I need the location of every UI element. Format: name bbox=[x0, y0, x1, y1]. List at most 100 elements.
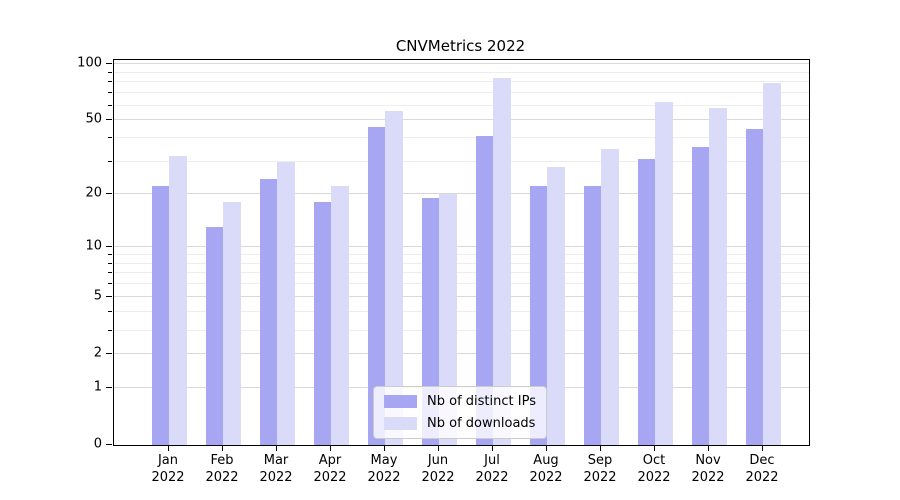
y-axis-minor-tick bbox=[108, 262, 112, 264]
x-axis-tick bbox=[276, 445, 277, 451]
bar-downloads bbox=[493, 78, 511, 445]
y-axis-minor-tick bbox=[108, 160, 112, 162]
gridline-major bbox=[114, 353, 809, 355]
y-axis-minor-tick bbox=[108, 329, 112, 331]
legend-item-distinct-ips: Nb of distinct IPs bbox=[384, 394, 536, 409]
y-tick-label: 50 bbox=[85, 111, 102, 127]
gridline-minor bbox=[114, 104, 809, 106]
gridline-major bbox=[114, 62, 809, 64]
x-tick-year: 2022 bbox=[691, 470, 725, 485]
gridline-minor bbox=[114, 283, 809, 285]
y-axis-minor-tick bbox=[108, 71, 112, 73]
y-axis-tick bbox=[106, 353, 112, 355]
y-axis-minor-tick bbox=[108, 253, 112, 255]
y-tick-label: 2 bbox=[93, 345, 102, 361]
gridline-minor bbox=[114, 160, 809, 162]
y-axis-minor-tick bbox=[108, 311, 112, 313]
x-tick-label: Jul 2022 bbox=[462, 452, 522, 486]
bar-downloads bbox=[655, 101, 673, 445]
y-axis-tick bbox=[106, 119, 112, 121]
bar-downloads bbox=[709, 108, 727, 445]
x-tick-label: May 2022 bbox=[354, 452, 414, 486]
x-tick-year: 2022 bbox=[313, 470, 347, 485]
gridline-minor bbox=[114, 81, 809, 83]
bar-distinct-ips bbox=[367, 127, 385, 445]
x-axis-tick bbox=[654, 445, 655, 451]
x-axis-tick bbox=[384, 445, 385, 451]
plot-area bbox=[113, 59, 810, 446]
legend-label-distinct-ips: Nb of distinct IPs bbox=[427, 394, 536, 409]
gridline-minor bbox=[114, 253, 809, 255]
x-axis-tick bbox=[546, 445, 547, 451]
x-axis-tick bbox=[762, 445, 763, 451]
y-tick-label: 10 bbox=[85, 238, 102, 254]
bar-downloads bbox=[763, 83, 781, 445]
x-axis-tick bbox=[438, 445, 439, 451]
y-axis-minor-tick bbox=[108, 92, 112, 94]
x-tick-month: Apr bbox=[318, 453, 342, 468]
bar-distinct-ips bbox=[691, 146, 709, 445]
x-tick-year: 2022 bbox=[637, 470, 671, 485]
gridline-major bbox=[114, 192, 809, 194]
gridline-minor bbox=[114, 137, 809, 139]
bar-distinct-ips bbox=[637, 158, 655, 445]
x-tick-month: Aug bbox=[533, 453, 559, 468]
x-tick-month: Jul bbox=[484, 453, 500, 468]
bar-downloads bbox=[601, 149, 619, 445]
gridline-minor bbox=[114, 92, 809, 94]
y-tick-label: 0 bbox=[93, 436, 102, 452]
x-tick-year: 2022 bbox=[151, 470, 185, 485]
bar-downloads bbox=[331, 186, 349, 445]
x-axis-tick bbox=[708, 445, 709, 451]
gridline-major bbox=[114, 296, 809, 298]
bar-downloads bbox=[439, 193, 457, 445]
x-tick-label: Jan 2022 bbox=[138, 452, 198, 486]
y-axis-tick bbox=[106, 63, 112, 64]
x-tick-month: Mar bbox=[263, 453, 289, 468]
y-axis-tick bbox=[106, 444, 112, 445]
y-axis-tick bbox=[106, 386, 112, 388]
legend-label-downloads: Nb of downloads bbox=[427, 416, 536, 431]
bar-distinct-ips bbox=[421, 197, 439, 445]
x-tick-year: 2022 bbox=[745, 470, 779, 485]
x-tick-month: Sep bbox=[587, 453, 613, 468]
x-tick-month: Jun bbox=[427, 453, 449, 468]
x-tick-year: 2022 bbox=[475, 470, 509, 485]
x-tick-year: 2022 bbox=[205, 470, 239, 485]
x-tick-label: Feb 2022 bbox=[192, 452, 252, 486]
gridline-minor bbox=[114, 311, 809, 313]
x-tick-month: Nov bbox=[695, 453, 721, 468]
gridline-major bbox=[114, 119, 809, 121]
gridline-minor bbox=[114, 272, 809, 274]
x-axis-tick bbox=[600, 445, 601, 451]
chart-title: CNVMetrics 2022 bbox=[395, 37, 526, 55]
legend-item-downloads: Nb of downloads bbox=[384, 416, 536, 431]
x-tick-label: Mar 2022 bbox=[246, 452, 306, 486]
x-tick-year: 2022 bbox=[583, 470, 617, 485]
y-axis-minor-tick bbox=[108, 283, 112, 285]
legend-swatch-downloads bbox=[384, 417, 418, 430]
y-tick-label: 1 bbox=[93, 379, 102, 395]
y-axis-tick bbox=[106, 296, 112, 298]
y-axis-tick bbox=[106, 246, 112, 247]
legend: Nb of distinct IPs Nb of downloads bbox=[373, 386, 547, 439]
y-axis-minor-tick bbox=[108, 81, 112, 83]
gridline-minor bbox=[114, 329, 809, 331]
gridline-minor bbox=[114, 262, 809, 264]
x-tick-month: Jan bbox=[157, 453, 179, 468]
x-tick-label: Aug 2022 bbox=[516, 452, 576, 486]
x-axis-tick bbox=[168, 445, 169, 451]
x-axis-tick bbox=[222, 445, 223, 451]
x-tick-year: 2022 bbox=[367, 470, 401, 485]
y-tick-label: 20 bbox=[85, 185, 102, 201]
y-tick-label: 5 bbox=[93, 288, 102, 304]
x-axis-tick bbox=[330, 445, 331, 451]
bar-downloads bbox=[385, 111, 403, 445]
x-tick-year: 2022 bbox=[529, 470, 563, 485]
x-tick-label: Oct 2022 bbox=[624, 452, 684, 486]
y-axis-minor-tick bbox=[108, 272, 112, 274]
bar-downloads bbox=[223, 201, 241, 445]
y-axis-tick bbox=[106, 192, 112, 194]
x-tick-month: Oct bbox=[642, 453, 666, 468]
